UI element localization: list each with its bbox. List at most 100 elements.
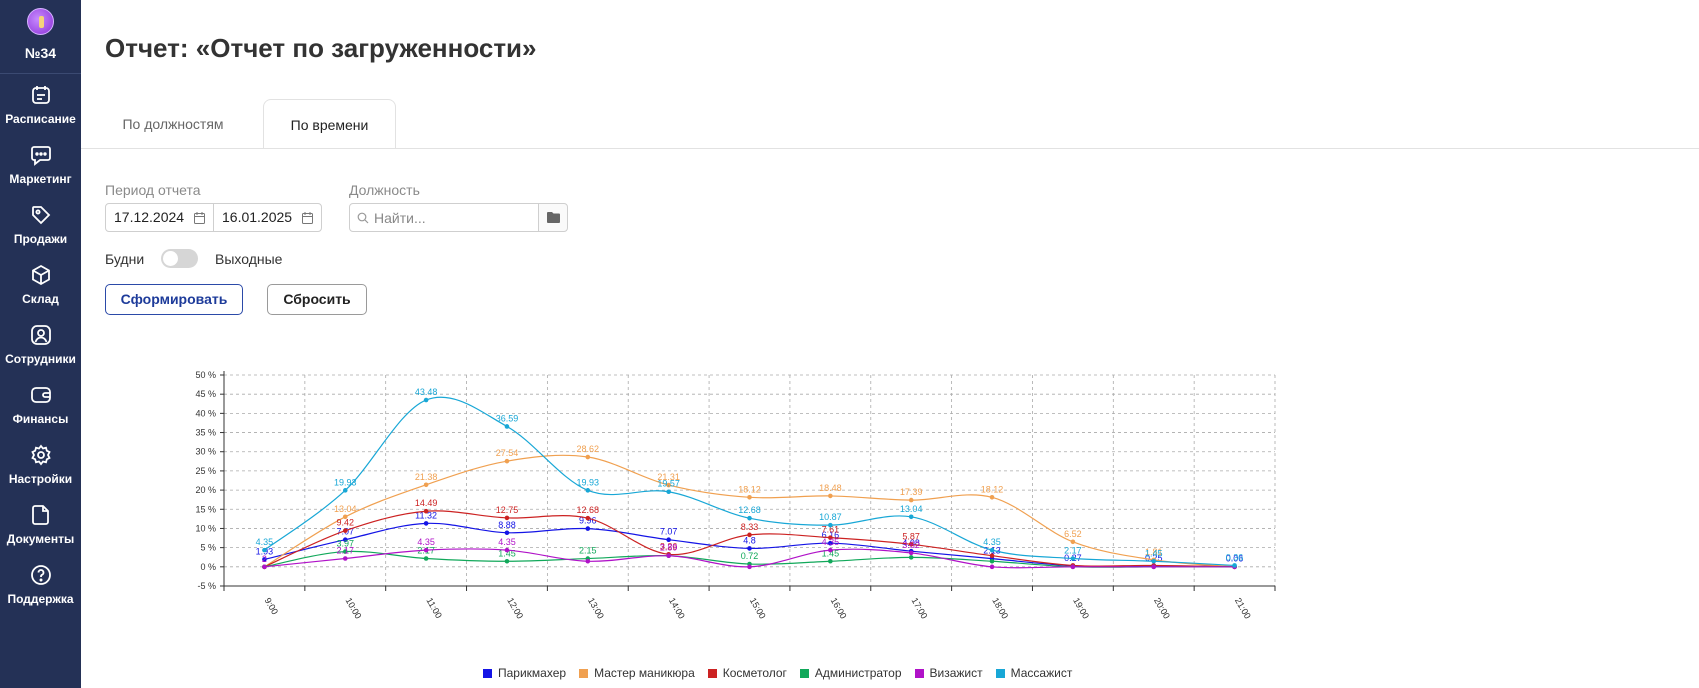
org-number: №34 [24,45,57,61]
data-point [747,515,752,521]
chart-legend: Парикмахер Мастер маникюра Косметолог Админ… [483,666,1085,682]
data-point [666,482,671,488]
legend-label: Косметолог [722,666,787,680]
data-point [989,558,995,564]
data-point [585,526,591,531]
weekdays-weekends-toggle[interactable] [161,249,198,268]
data-point [585,558,591,564]
data-point [342,528,348,533]
y-tick-label: 50 % [195,370,216,380]
data-label: 0.72 [741,551,759,561]
data-point [262,547,267,553]
data-point [908,550,914,556]
tag-icon [32,206,51,225]
data-point [504,530,510,536]
legend-item[interactable]: Администратор [799,666,902,680]
data-point [989,564,995,570]
x-tick-label: 10:00 [344,596,364,621]
data-point [342,537,348,542]
sidebar-item-sales[interactable]: Продажи [0,200,81,258]
weekdays-label: Будни [105,251,145,267]
legend-label: Мастер маникюра [594,666,695,680]
data-point [342,556,348,561]
folder-icon [547,212,560,223]
sidebar-item-support[interactable]: Поддержка [0,560,81,618]
reset-button[interactable]: Сбросить [267,284,367,315]
y-tick-label: 10 % [195,523,216,533]
chat-bubble-icon [31,146,51,166]
data-point [828,547,833,553]
data-point [1151,558,1157,564]
page-title: Отчет: «Отчет по загруженности» [105,33,537,63]
data-label: 6.52 [1064,529,1082,539]
data-point [747,532,752,538]
sidebar-item-label: Расписание [5,112,76,126]
help-icon [31,565,51,585]
data-label: 1.45 [498,548,516,558]
sidebar-item-finance[interactable]: Финансы [0,380,81,438]
data-point [989,495,995,500]
legend-item[interactable]: Косметолог [707,666,787,680]
sidebar-item-marketing[interactable]: Маркетинг [0,140,81,198]
legend-swatch [914,669,924,678]
generate-button[interactable]: Сформировать [105,284,243,315]
org-avatar[interactable] [27,8,54,35]
position-picker-button[interactable] [538,203,568,232]
data-point [747,564,752,570]
data-point [1070,564,1076,570]
data-label: 19.57 [657,479,680,489]
data-label: 12.75 [496,505,519,515]
data-label: 21.38 [415,472,438,482]
position-search-input[interactable] [374,207,534,228]
sidebar-item-documents[interactable]: Документы [0,500,81,558]
data-point [423,508,429,514]
legend-item[interactable]: Массажист [995,666,1072,680]
data-label: 5.87 [902,531,920,541]
legend-item[interactable]: Визажист [914,666,983,680]
date-to-field[interactable]: 16.01.2025 [213,203,322,232]
calendar-icon[interactable] [194,212,205,224]
y-tick-label: 5 % [200,543,216,553]
sidebar-item-settings[interactable]: Настройки [0,440,81,498]
data-label: 6.16 [822,530,840,540]
y-tick-label: 40 % [195,408,216,418]
data-point [666,489,671,495]
calendar-icon[interactable] [302,212,313,224]
box-icon [32,264,50,286]
sidebar-item-employees[interactable]: Сотрудники [0,320,81,378]
data-point [423,482,429,488]
data-point [908,497,914,503]
data-point [262,557,267,562]
x-tick-label: 16:00 [829,596,849,621]
data-label: 3.26 [660,541,678,551]
legend-item[interactable]: Парикмахер [483,666,566,680]
x-tick-label: 14:00 [667,596,687,621]
series-line [264,396,1235,567]
sidebar-item-label: Продажи [13,232,68,246]
data-point [828,522,833,528]
calendar-icon [32,86,50,104]
data-label: 13.04 [900,504,923,514]
data-point [908,514,914,520]
tabs-divider [81,148,1699,149]
data-label: 4.35 [498,537,516,547]
x-tick-label: 18:00 [990,596,1010,621]
data-label: 43.48 [415,387,438,397]
legend-label: Парикмахер [498,666,567,680]
data-point [504,458,510,464]
sidebar-item-schedule[interactable]: Расписание [0,80,81,138]
load-line-chart: -5 % 0 % 5 % 10 % 15 % 20 % 25 % 30 % 35 % 40 % 45… [195,370,1276,621]
legend-item[interactable]: Мастер маникюра [579,666,695,680]
data-label: 18.12 [981,484,1004,494]
org-logo-block[interactable]: №34 [0,0,81,74]
sidebar-item-warehouse[interactable]: Склад [0,260,81,318]
data-point [1232,563,1237,568]
tab-by-time[interactable]: По времени [263,99,396,149]
data-point [504,558,510,564]
data-label: 19.93 [577,477,600,487]
tab-by-position[interactable]: По должностям [122,116,224,132]
data-point [1070,539,1076,545]
data-point [989,553,995,558]
date-from-field[interactable]: 17.12.2024 [105,203,214,232]
legend-label: Администратор [814,666,902,680]
